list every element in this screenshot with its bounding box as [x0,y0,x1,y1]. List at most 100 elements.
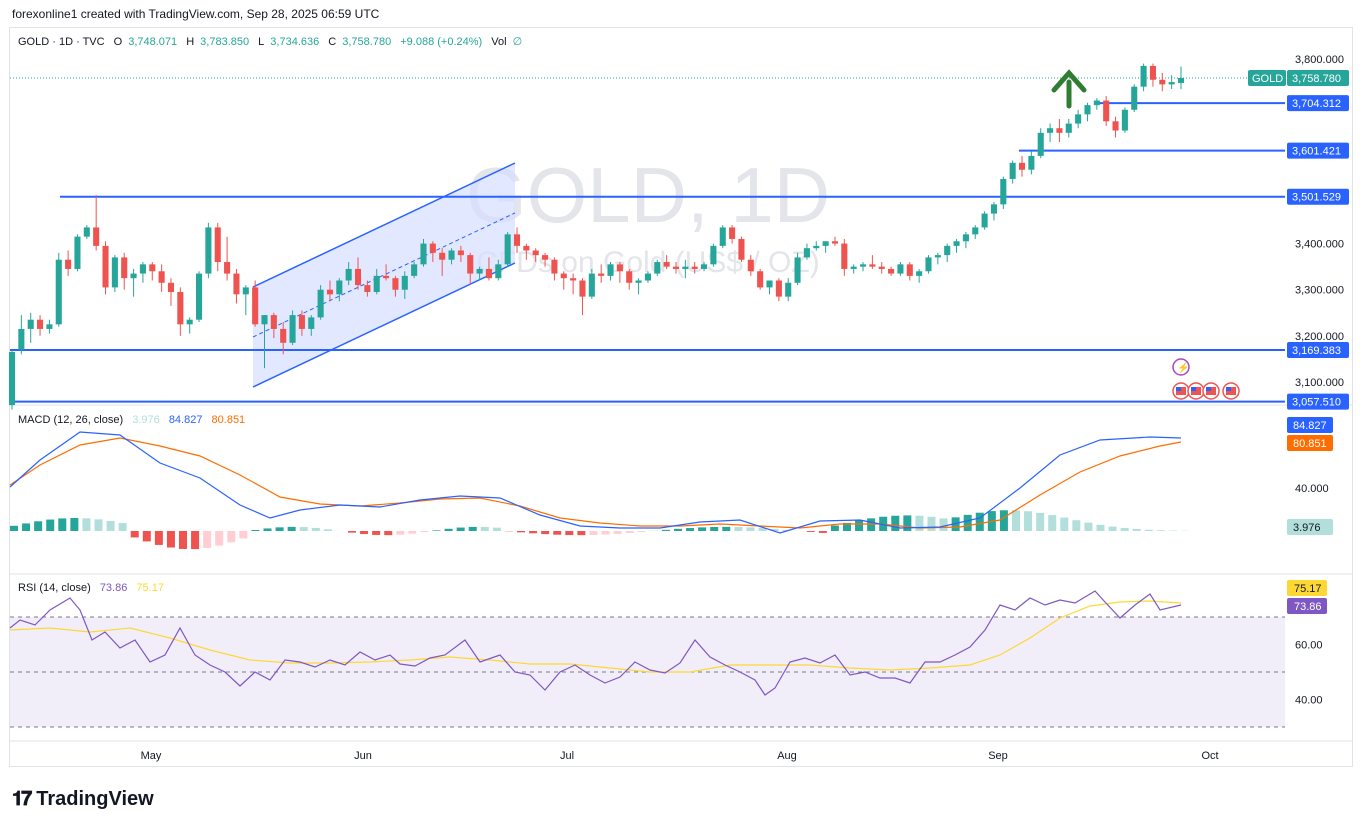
macd-histogram-bar [239,531,248,539]
candle-body [513,234,521,246]
candle-body [560,273,567,279]
macd-histogram-bar [348,531,357,533]
candle-body [766,280,773,288]
macd-histogram-bar [818,531,827,533]
candle-body [121,257,128,279]
candle-body [1131,86,1138,110]
macd-histogram-bar [1132,529,1141,531]
candle-body [429,243,436,253]
candle-body [1093,100,1100,106]
macd-histogram-bar [686,528,695,531]
flag-canton [1206,387,1211,391]
candle-body [738,238,745,260]
macd-histogram-bar [975,512,984,531]
macd-histogram-bar [613,531,622,534]
flash-event-icon [1172,358,1190,376]
candle-body [308,317,315,329]
candle-body [616,264,623,272]
candle-body [1177,78,1185,83]
candle-body [420,243,427,265]
candle-body [644,273,651,281]
macd-histogram-bar [915,515,924,531]
tradingview-logo-text: TradingView [36,788,154,810]
volume-value: Vol ∅ [491,36,523,48]
candle-body [757,271,764,288]
candle-body [326,289,334,295]
candle-body [990,204,997,214]
candle-body [448,250,455,260]
macd-histogram-bar [191,531,200,550]
rsi-legend[interactable]: RSI (14, close) 73.86 75.17 [18,582,170,594]
macd-histogram-bar [323,529,332,531]
macd-histogram-bar [842,522,851,531]
macd-histogram-bar [58,518,67,531]
candle-body [532,250,539,256]
time-axis-label: May [141,750,162,762]
rsi-value: 73.86 [99,582,128,594]
candle-body [701,264,708,269]
macd-histogram-bar [106,520,115,531]
macd-histogram-bar [589,531,598,535]
macd-histogram-bar [396,531,405,535]
macd-histogram-bar [625,531,634,533]
macd-histogram-bar [10,525,18,531]
candle-body [270,315,277,329]
symbol-name: GOLD · 1D · TVC [18,36,105,48]
candle-body [186,319,193,325]
macd-histogram-bar [251,529,260,531]
macd-legend[interactable]: MACD (12, 26, close) 3.976 84.827 80.851 [18,414,251,426]
candle-body [289,315,296,343]
candle-body [46,324,53,329]
tradingview-logo[interactable]: 𝟏𝟕 TradingView [12,788,154,811]
macd-histogram-bar [855,520,864,531]
macd-badge-text: 3.976 [1293,522,1321,534]
candle-body [8,352,16,406]
time-axis-label: Aug [777,750,797,762]
candle-body [607,264,614,276]
price-level-badge-text: 3,758.780 [1292,73,1341,85]
macd-histogram-bar [287,526,296,531]
macd-histogram-bar [432,530,441,531]
candle-body [803,248,810,258]
candle-body [242,287,249,295]
macd-histogram-bar [710,526,719,531]
macd-histogram-bar [456,527,465,531]
candle-body [719,227,726,246]
macd-histogram-bar [927,516,936,531]
macd-histogram-bar [1108,526,1117,531]
macd-histogram-bar [166,531,175,548]
candle-body [495,264,502,279]
macd-histogram-bar [384,531,393,536]
candle-body [785,282,792,297]
rsi-ma-value: 75.17 [136,582,164,594]
candle-body [831,241,839,244]
macd-histogram-bar [758,528,767,531]
macd-histogram-bar [492,527,501,531]
macd-histogram-bar [867,518,876,531]
price-level-badge-text: 3,057.510 [1292,397,1341,409]
candle-body [167,282,175,293]
candle-body [392,278,399,290]
macd-histogram-bar [275,527,284,531]
macd-histogram-bar [118,523,127,531]
candle-body [364,285,371,293]
candle-body [55,259,62,325]
candle-body [457,250,464,256]
macd-histogram-bar [734,526,743,531]
candle-body [1028,155,1035,170]
candle-body [906,264,913,276]
candle-body [813,245,820,249]
candle-body [888,268,895,274]
rsi-value-badge [1287,598,1327,614]
macd-histogram-bar [263,528,272,531]
macd-histogram-bar [179,531,188,549]
candle-body [729,227,736,239]
candle-body [196,273,203,320]
candle-body [139,264,146,274]
macd-histogram-bar [1084,522,1093,531]
macd-histogram-bar [722,526,731,531]
macd-histogram-bar [673,528,682,531]
candle-body [972,227,979,235]
